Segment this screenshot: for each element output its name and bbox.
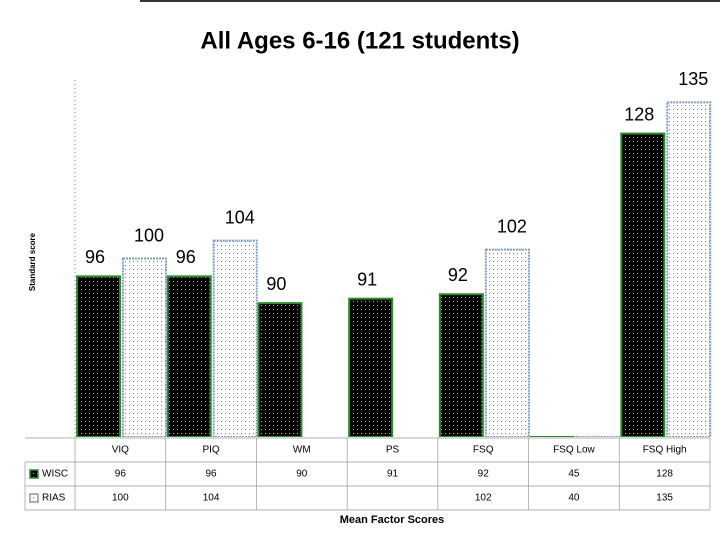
y-axis-label: Standard score <box>28 232 37 291</box>
legend-swatch <box>29 469 39 479</box>
table-cell: 102 <box>475 493 492 504</box>
table-cell: 92 <box>478 469 490 480</box>
data-label: 90 <box>266 274 286 294</box>
x-tick-label: PIQ <box>202 445 219 456</box>
legend-label: RIAS <box>42 493 66 504</box>
bar <box>620 132 666 437</box>
x-tick-label: FSQ <box>473 445 494 456</box>
data-label: 96 <box>85 247 105 267</box>
bar <box>122 257 167 437</box>
bar <box>348 297 394 437</box>
x-axis-label: Mean Factor Scores <box>340 514 445 526</box>
bar <box>484 248 530 437</box>
chart-title: All Ages 6-16 (121 students) <box>200 27 519 54</box>
table-cell: 104 <box>203 493 220 504</box>
data-label: 128 <box>624 104 654 124</box>
x-tick-label: FSQ Low <box>553 445 595 456</box>
bar <box>666 101 712 437</box>
data-label: 96 <box>176 247 196 267</box>
data-label: 100 <box>134 225 164 245</box>
table-cell: 96 <box>115 469 127 480</box>
x-tick-label: FSQ High <box>643 445 687 456</box>
table-cell: 135 <box>656 493 673 504</box>
data-label: 135 <box>678 69 708 89</box>
table-cell: 96 <box>206 469 218 480</box>
table-cell: 90 <box>296 469 308 480</box>
table-cell: 128 <box>656 469 673 480</box>
bar <box>76 275 121 437</box>
table-cell: 45 <box>568 469 580 480</box>
table-cell: 40 <box>568 493 580 504</box>
data-label: 102 <box>497 216 527 236</box>
legend-label: WISC <box>42 469 68 480</box>
plot-area <box>76 101 712 437</box>
x-tick-label: VIQ <box>112 445 129 456</box>
data-label: 104 <box>225 207 255 227</box>
x-tick-label: WM <box>293 445 311 456</box>
bar <box>438 293 484 437</box>
data-label: 91 <box>357 269 377 289</box>
table-cell: 91 <box>387 469 399 480</box>
data-label: 92 <box>448 265 468 285</box>
legend-swatch <box>29 493 39 503</box>
bar <box>166 275 212 437</box>
bar <box>257 302 303 437</box>
x-tick-label: PS <box>386 445 400 456</box>
table-cell: 100 <box>112 493 129 504</box>
bar <box>212 239 258 437</box>
